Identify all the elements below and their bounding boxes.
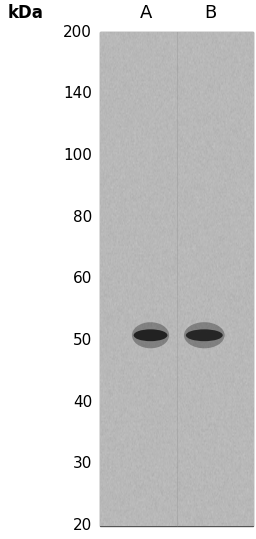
Text: 50: 50 (73, 333, 92, 348)
Text: 80: 80 (73, 210, 92, 225)
Text: 20: 20 (73, 518, 92, 533)
Text: 40: 40 (73, 395, 92, 410)
Ellipse shape (186, 329, 223, 341)
Text: 140: 140 (63, 86, 92, 101)
Ellipse shape (132, 322, 169, 348)
Text: 100: 100 (63, 148, 92, 163)
Text: 60: 60 (73, 272, 92, 286)
Text: 30: 30 (73, 457, 92, 472)
Text: A: A (140, 4, 152, 23)
Text: B: B (204, 4, 217, 23)
Bar (100, 32, 253, 526)
Text: kDa: kDa (8, 4, 44, 23)
Ellipse shape (184, 322, 225, 348)
Text: 200: 200 (63, 25, 92, 40)
Ellipse shape (134, 329, 167, 341)
